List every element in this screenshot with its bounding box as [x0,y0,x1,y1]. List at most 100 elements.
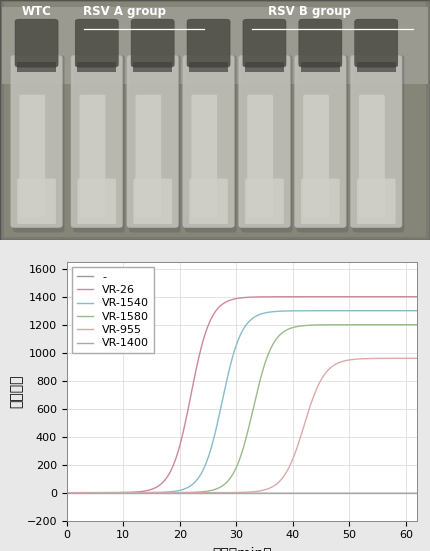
FancyBboxPatch shape [80,95,105,217]
FancyBboxPatch shape [77,179,116,224]
VR-1580 [404,321,409,328]
- [340,490,345,496]
FancyBboxPatch shape [303,95,329,217]
FancyBboxPatch shape [131,19,174,67]
Line: VR-1540: VR-1540 [67,311,417,493]
FancyBboxPatch shape [183,55,234,228]
VR-955 [234,489,240,496]
- [404,490,409,496]
FancyBboxPatch shape [239,55,290,228]
VR-1580 [64,489,69,496]
Text: RSV A group: RSV A group [83,6,166,19]
FancyBboxPatch shape [355,19,398,67]
Text: RSV B group: RSV B group [268,6,351,19]
FancyBboxPatch shape [350,55,402,228]
VR-1540 [234,339,240,346]
VR-955 [404,355,409,361]
FancyBboxPatch shape [187,19,230,67]
FancyBboxPatch shape [11,55,62,228]
VR-26 [404,294,409,300]
VR-955 [225,489,230,496]
FancyBboxPatch shape [135,95,161,217]
Line: VR-955: VR-955 [67,358,417,493]
FancyBboxPatch shape [71,55,123,228]
FancyBboxPatch shape [17,179,56,224]
Bar [2,7,428,84]
FancyBboxPatch shape [245,179,284,224]
VR-1400 [234,490,240,496]
VR-26 [225,298,230,305]
VR-1400 [64,490,69,496]
VR-1400 [404,490,409,496]
FancyBboxPatch shape [247,95,273,217]
VR-1400 [415,490,420,496]
VR-1540 [340,307,345,314]
VR-26 [64,489,69,496]
FancyBboxPatch shape [13,55,64,233]
Y-axis label: 荧光强度: 荧光强度 [9,375,24,408]
- [64,490,69,496]
VR-955 [64,489,69,496]
VR-1580 [415,321,420,328]
FancyBboxPatch shape [73,55,125,233]
VR-1540 [415,307,420,314]
FancyBboxPatch shape [133,179,172,224]
VR-26 [415,294,420,300]
VR-955 [404,355,409,361]
- [415,490,420,496]
VR-26 [82,489,87,496]
Bar [357,62,396,72]
VR-1400 [340,490,345,496]
Bar [77,62,116,72]
VR-1580 [234,462,240,469]
VR-1580 [82,489,87,496]
VR-26 [234,295,240,302]
X-axis label: 时间（min）: 时间（min） [212,546,272,551]
Legend: -, VR-26, VR-1540, VR-1580, VR-955, VR-1400: -, VR-26, VR-1540, VR-1580, VR-955, VR-1… [72,267,154,353]
VR-1540 [225,372,230,379]
FancyBboxPatch shape [189,179,228,224]
Bar [245,62,284,72]
FancyBboxPatch shape [353,55,404,233]
Line: VR-1580: VR-1580 [67,325,417,493]
- [404,490,409,496]
Line: VR-26: VR-26 [67,297,417,493]
VR-955 [415,355,420,361]
FancyBboxPatch shape [301,179,340,224]
FancyBboxPatch shape [243,19,286,67]
VR-1580 [225,478,230,484]
FancyBboxPatch shape [129,55,181,233]
FancyBboxPatch shape [359,95,385,217]
Text: WTC: WTC [22,6,52,19]
VR-26 [404,294,409,300]
VR-1580 [404,321,409,328]
VR-1540 [82,489,87,496]
- [225,490,230,496]
FancyBboxPatch shape [241,55,292,233]
VR-1400 [225,490,230,496]
VR-1400 [82,490,87,496]
VR-26 [340,294,345,300]
Bar [189,62,228,72]
FancyBboxPatch shape [75,19,118,67]
FancyBboxPatch shape [357,179,396,224]
Bar [133,62,172,72]
VR-1540 [64,489,69,496]
FancyBboxPatch shape [19,95,45,217]
FancyBboxPatch shape [15,19,58,67]
VR-1540 [404,307,409,314]
VR-1400 [404,490,409,496]
- [234,490,240,496]
FancyBboxPatch shape [299,19,342,67]
VR-1580 [340,321,345,328]
Bar [301,62,340,72]
VR-955 [340,358,345,365]
FancyBboxPatch shape [185,55,237,233]
FancyBboxPatch shape [295,55,346,228]
VR-955 [82,489,87,496]
- [82,490,87,496]
FancyBboxPatch shape [127,55,178,228]
FancyBboxPatch shape [191,95,217,217]
VR-1540 [404,307,409,314]
Bar [17,62,56,72]
